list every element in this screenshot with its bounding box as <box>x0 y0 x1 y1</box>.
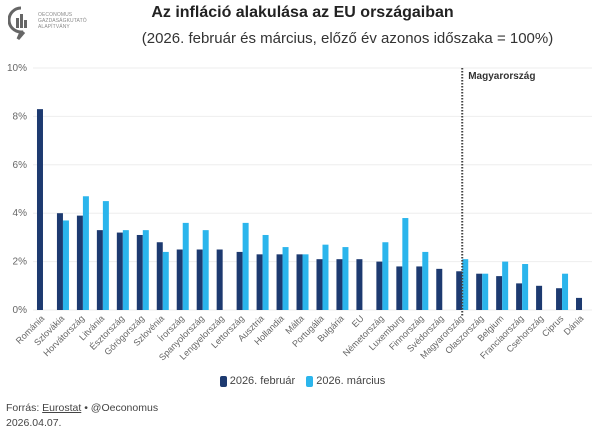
legend-item-feb[interactable]: 2026. február <box>219 375 296 387</box>
y-tick-label: 2% <box>13 257 28 268</box>
bar-feb <box>196 249 203 310</box>
oeconomus-logo: OECONOMUS GAZDASÁGKUTATÓ ALAPÍTVÁNY <box>7 6 118 44</box>
y-tick-label: 8% <box>13 111 28 122</box>
bar-mar <box>322 244 329 310</box>
bar-mar <box>462 259 469 310</box>
separator: • <box>81 402 91 414</box>
bar-mar <box>382 242 389 310</box>
bar-mar <box>82 196 89 310</box>
bar-mar <box>122 230 129 310</box>
legend-swatch-feb <box>219 375 227 387</box>
bar-mar <box>242 222 249 310</box>
bar-feb <box>536 285 543 310</box>
bar-mar <box>562 273 569 310</box>
bar-feb <box>316 259 323 310</box>
oeconomus-logo-icon <box>7 6 27 40</box>
bar-mar <box>482 273 489 310</box>
y-tick-label: 4% <box>13 208 28 219</box>
bar-feb <box>296 254 303 310</box>
date: 2026.04.07. <box>6 417 62 429</box>
x-tick-label: Dánia <box>562 313 586 337</box>
source-prefix: Forrás: <box>6 402 43 414</box>
bar-mar <box>182 222 189 310</box>
annotation-label: Magyarország <box>468 71 535 82</box>
bar-feb <box>176 249 183 310</box>
legend: 2026. február 2026. március <box>0 375 605 390</box>
bar-feb <box>356 259 363 310</box>
bar-feb <box>76 215 83 310</box>
bar-mar <box>502 261 509 310</box>
bar-mar <box>62 220 69 310</box>
bar-chart: 0%2%4%6%8%10%RomániaSzlovákiaHorvátorszá… <box>7 63 592 363</box>
bar-feb <box>336 259 343 310</box>
bar-feb <box>96 230 103 310</box>
x-tick-label: Ciprus <box>540 313 566 339</box>
legend-label-mar: 2026. március <box>316 375 386 387</box>
bar-mar <box>162 251 169 310</box>
logo-line: OECONOMUS <box>38 12 73 18</box>
bar-mar <box>522 264 529 310</box>
bar-feb <box>236 251 243 310</box>
bar-mar <box>102 201 109 310</box>
bar-feb <box>156 242 163 310</box>
chart-subtitle: (2026. február és március, előző év azon… <box>141 30 554 47</box>
bar-feb <box>456 271 463 310</box>
bar-feb <box>396 266 403 310</box>
bar-feb <box>216 249 223 310</box>
legend-item-mar[interactable]: 2026. március <box>306 375 385 387</box>
bar-feb <box>376 261 383 310</box>
bar-mar <box>202 230 209 310</box>
bar-mar <box>422 251 429 310</box>
bar-mar <box>142 230 149 310</box>
bar-feb <box>256 254 263 310</box>
bar-feb <box>476 273 483 310</box>
x-tick-label: EU <box>350 313 366 329</box>
y-tick-label: 6% <box>13 160 28 171</box>
bar-mar <box>402 218 409 310</box>
bar-feb <box>496 276 503 310</box>
bar-feb <box>116 232 123 310</box>
legend-label-feb: 2026. február <box>229 375 296 387</box>
bar-feb <box>136 234 143 310</box>
source-link[interactable]: Eurostat <box>42 402 82 414</box>
bar-feb <box>576 297 583 310</box>
logo-line: ALAPÍTVÁNY <box>38 24 70 30</box>
y-tick-label: 10% <box>7 63 27 74</box>
bar-feb <box>56 213 63 310</box>
footer: Forrás: Eurostat • @Oeconomus 2026.04.07… <box>6 401 158 431</box>
bar-feb <box>36 109 43 310</box>
bar-mar <box>302 254 309 310</box>
bar-feb <box>276 254 283 310</box>
bar-mar <box>342 247 349 310</box>
bar-feb <box>436 268 443 310</box>
bar-feb <box>556 288 563 310</box>
bar-mar <box>262 234 269 310</box>
chart-title: Az infláció alakulása az EU országaiban <box>151 4 454 21</box>
bar-feb <box>416 266 423 310</box>
bar-feb <box>516 283 523 310</box>
legend-swatch-mar <box>306 375 314 387</box>
logo-line: GAZDASÁGKUTATÓ <box>38 18 87 24</box>
handle: @Oeconomus <box>90 402 159 414</box>
y-tick-label: 0% <box>13 305 28 316</box>
bar-mar <box>282 247 289 310</box>
